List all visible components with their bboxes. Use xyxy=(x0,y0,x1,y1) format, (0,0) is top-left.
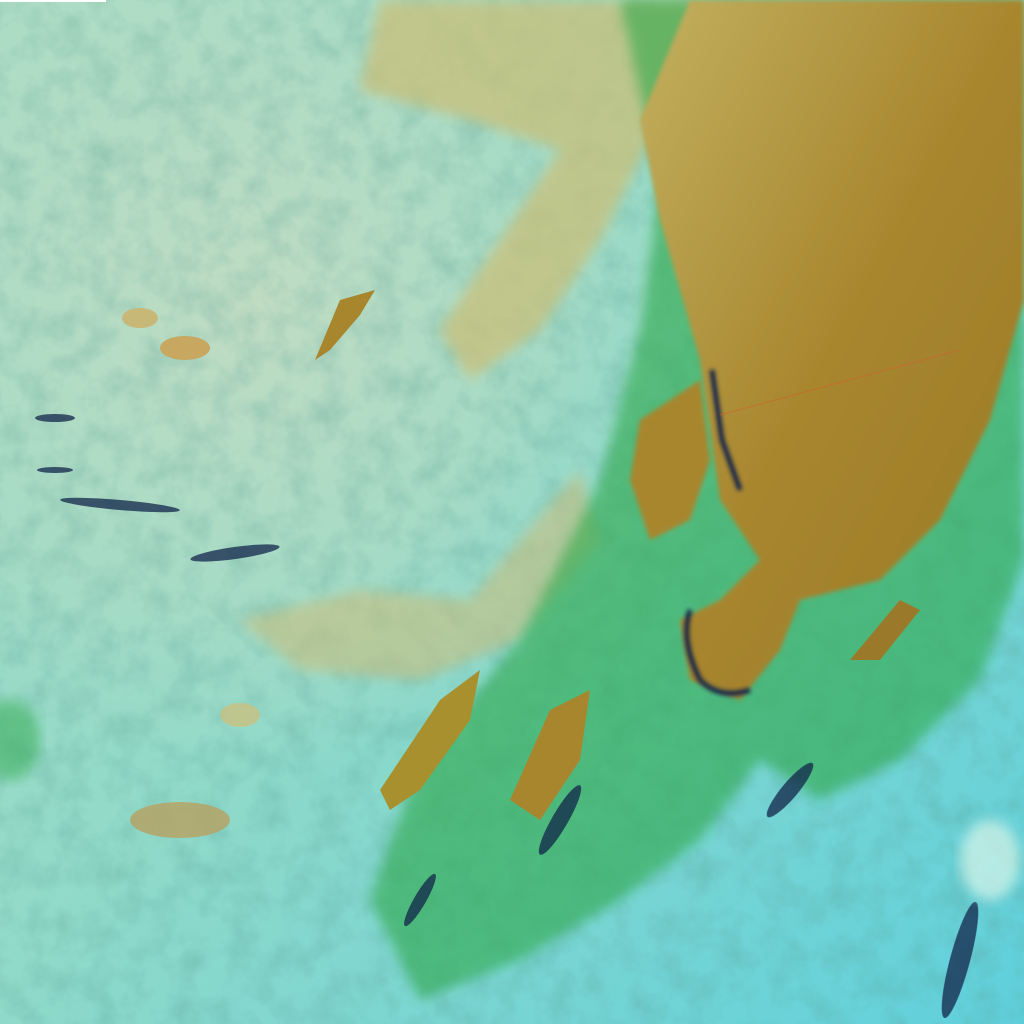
cloud-lobe xyxy=(630,380,710,540)
mid-cloud-patch xyxy=(240,470,600,680)
cloud-streak xyxy=(850,600,920,660)
cloud-streak xyxy=(380,670,480,810)
bright-patch xyxy=(960,820,1020,900)
small-clouds xyxy=(0,290,375,838)
cloud-shadow-edge xyxy=(684,369,751,696)
high-cloud-band xyxy=(360,0,700,380)
edge-artifact xyxy=(0,0,106,2)
cloud-streak xyxy=(510,690,590,820)
thick-cloud-mass xyxy=(640,0,1024,700)
scan-line xyxy=(719,349,961,416)
cloud-shadows xyxy=(35,414,979,1019)
